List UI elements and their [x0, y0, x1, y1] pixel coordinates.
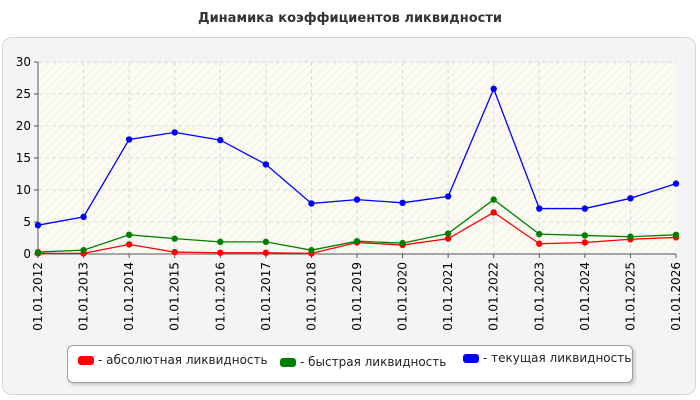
data-point-1 [262, 238, 270, 246]
data-point-0 [581, 239, 589, 246]
data-point-1 [308, 246, 315, 254]
x-tick-label: 01.01.2020 [396, 262, 410, 331]
data-point-2 [262, 161, 270, 168]
legend-label-quick: - быстрая ликвидность [300, 355, 447, 369]
data-point-2 [444, 193, 452, 200]
data-point-1 [353, 238, 361, 245]
data-point-2 [308, 200, 315, 207]
x-tick-label: 01.01.2025 [623, 262, 637, 331]
data-point-1 [672, 231, 680, 238]
x-tick-label: 01.01.2022 [487, 262, 501, 331]
y-tick-label: 5 [23, 215, 31, 229]
y-tick-label: 0 [23, 247, 31, 261]
data-point-2 [672, 180, 680, 187]
legend-item-absolute: - абсолютная ликвидность [78, 353, 268, 367]
x-tick-label: 01.01.2019 [350, 262, 364, 331]
legend-swatch-absolute [78, 355, 94, 365]
x-tick-label: 01.01.2013 [77, 262, 91, 331]
data-point-0 [125, 241, 133, 248]
y-tick-label: 15 [16, 151, 31, 165]
x-tick-label: 01.01.2021 [441, 262, 455, 331]
x-tick-label: 01.01.2023 [532, 262, 546, 331]
y-tick-label: 10 [16, 183, 31, 197]
x-tick-label: 01.01.2017 [259, 262, 273, 331]
data-point-2 [399, 199, 406, 206]
data-point-2 [34, 222, 42, 229]
data-point-1 [80, 246, 87, 254]
data-point-1 [581, 232, 589, 239]
data-point-1 [171, 235, 178, 242]
data-point-1 [490, 196, 497, 203]
legend-swatch-current [463, 353, 479, 363]
data-point-1 [627, 233, 634, 240]
x-tick-label: 01.01.2016 [213, 262, 227, 331]
x-tick-label: 01.01.2024 [578, 262, 592, 331]
legend-label-absolute: - абсолютная ликвидность [98, 353, 268, 367]
data-point-2 [536, 205, 543, 212]
data-point-1 [444, 230, 452, 237]
legend-label-current: - текущая ликвидность [483, 351, 632, 365]
series-group [34, 85, 680, 257]
x-tick-label: 01.01.2014 [122, 262, 136, 331]
data-point-2 [217, 136, 224, 144]
data-point-2 [490, 85, 497, 93]
data-point-2 [581, 205, 589, 212]
legend-swatch-quick [280, 357, 296, 367]
legend: - абсолютная ликвидность - быстрая ликви… [67, 345, 633, 383]
data-point-0 [536, 240, 543, 247]
y-axis-ticks: 0 5 10 15 20 25 30 [16, 55, 38, 261]
y-tick-label: 20 [16, 119, 31, 133]
x-tick-label: 01.01.2015 [168, 262, 182, 331]
data-point-2 [353, 196, 361, 203]
data-point-0 [171, 248, 178, 256]
legend-item-current: - текущая ликвидность [463, 351, 631, 365]
grid [38, 61, 676, 254]
data-point-2 [171, 129, 178, 136]
y-tick-label: 30 [16, 55, 31, 69]
data-point-2 [80, 213, 87, 221]
x-tick-label: 01.01.2012 [31, 262, 45, 331]
x-axis-ticks: 01.01.2012 01.01.2013 01.01.2014 01.01.2015… [31, 254, 683, 331]
data-point-1 [125, 231, 133, 238]
chart-title: Динамика коэффициентов ликвидности [198, 11, 502, 26]
x-tick-label: 01.01.2026 [669, 262, 683, 331]
y-tick-label: 25 [16, 87, 31, 101]
data-point-1 [536, 230, 543, 238]
x-tick-label: 01.01.2018 [304, 262, 318, 331]
legend-item-quick: - быстрая ликвидность [280, 355, 446, 369]
data-point-0 [217, 249, 224, 256]
data-point-1 [34, 248, 42, 256]
data-point-2 [627, 195, 634, 202]
data-point-1 [217, 238, 224, 246]
data-point-0 [444, 235, 452, 242]
data-point-1 [399, 239, 406, 247]
data-point-0 [262, 249, 270, 256]
data-point-0 [490, 209, 497, 216]
data-point-2 [125, 136, 133, 143]
